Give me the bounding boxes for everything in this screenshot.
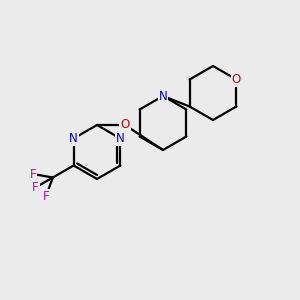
Text: N: N	[159, 89, 167, 103]
Text: N: N	[116, 132, 125, 145]
Text: F: F	[43, 190, 49, 203]
Text: F: F	[32, 181, 39, 194]
Text: N: N	[69, 132, 78, 145]
Text: F: F	[30, 167, 36, 181]
Text: O: O	[232, 73, 241, 86]
Text: O: O	[120, 118, 130, 131]
